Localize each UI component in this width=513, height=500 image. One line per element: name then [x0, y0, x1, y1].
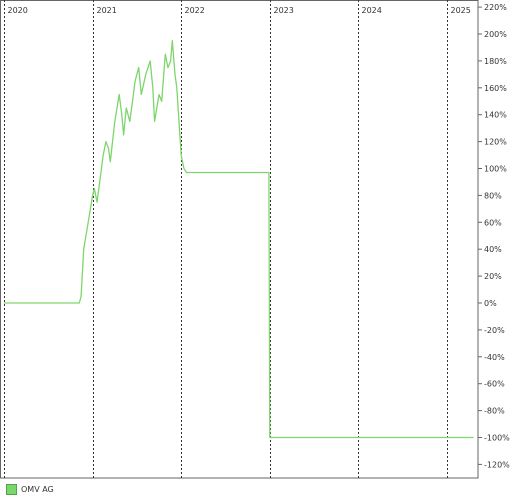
legend-label-omv: OMV AG: [21, 485, 54, 494]
plot-border: [0, 0, 479, 479]
y-axis-tick-labels: 220% 200% 180% 160% 140% 120% 100% 80% 60% 40% 20%…: [478, 3, 510, 469]
y-label--100%: -100%: [484, 434, 510, 443]
y-label--40%: -40%: [484, 353, 505, 362]
y-label-120%: 120%: [484, 138, 507, 147]
y-label-220%: 220%: [484, 3, 507, 12]
legend: OMV AG: [6, 484, 54, 495]
plot-frame: [0, 0, 479, 479]
y-label--60%: -60%: [484, 380, 505, 389]
x-label-2024: 2024: [362, 6, 382, 15]
y-label-0%: 0%: [484, 299, 497, 308]
y-label--80%: -80%: [484, 407, 505, 416]
x-label-2022: 2022: [185, 6, 205, 15]
x-axis-year-labels: 2020 2021 2022 2023 2024 2025: [8, 6, 471, 15]
x-label-2025: 2025: [451, 6, 471, 15]
series-line-0: [4, 40, 474, 439]
y-label-60%: 60%: [484, 218, 502, 227]
x-label-2023: 2023: [274, 6, 294, 15]
x-label-2020: 2020: [8, 6, 28, 15]
y-label-80%: 80%: [484, 191, 502, 200]
y-label-200%: 200%: [484, 30, 507, 39]
legend-swatch-omv: [6, 484, 17, 495]
x-label-2021: 2021: [97, 6, 117, 15]
y-label-20%: 20%: [484, 272, 502, 281]
y-label-180%: 180%: [484, 57, 507, 66]
y-label-40%: 40%: [484, 245, 502, 254]
y-label-160%: 160%: [484, 84, 507, 93]
y-label--120%: -120%: [484, 460, 510, 469]
y-label-140%: 140%: [484, 111, 507, 120]
y-label-100%: 100%: [484, 165, 507, 174]
series-lines: [4, 40, 474, 439]
y-label--20%: -20%: [484, 326, 505, 335]
